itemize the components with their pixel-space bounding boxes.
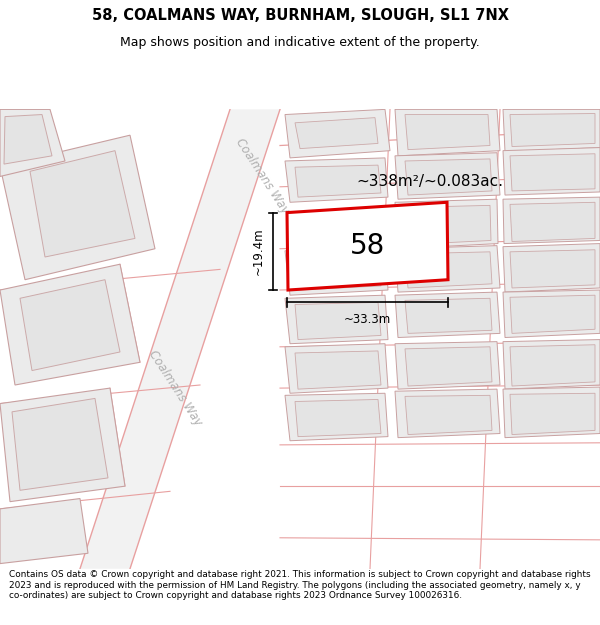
Polygon shape <box>285 158 388 202</box>
Polygon shape <box>503 290 600 338</box>
Polygon shape <box>395 109 500 156</box>
Polygon shape <box>503 339 600 389</box>
Text: 58, COALMANS WAY, BURNHAM, SLOUGH, SL1 7NX: 58, COALMANS WAY, BURNHAM, SLOUGH, SL1 7… <box>91 8 509 23</box>
Polygon shape <box>510 393 595 434</box>
Polygon shape <box>405 206 491 244</box>
Polygon shape <box>503 197 600 244</box>
Polygon shape <box>295 399 381 437</box>
Polygon shape <box>405 347 492 386</box>
Polygon shape <box>395 342 500 389</box>
Polygon shape <box>285 393 388 441</box>
Polygon shape <box>12 398 108 490</box>
Polygon shape <box>405 114 490 149</box>
Polygon shape <box>395 246 500 292</box>
Text: Contains OS data © Crown copyright and database right 2021. This information is : Contains OS data © Crown copyright and d… <box>9 571 590 600</box>
Polygon shape <box>295 351 381 389</box>
Polygon shape <box>503 387 600 438</box>
Polygon shape <box>510 114 595 146</box>
Polygon shape <box>0 109 65 176</box>
Text: ~338m²/~0.083ac.: ~338m²/~0.083ac. <box>356 174 503 189</box>
Polygon shape <box>285 344 388 393</box>
Polygon shape <box>395 199 498 249</box>
Polygon shape <box>503 244 600 292</box>
Polygon shape <box>295 302 381 339</box>
Text: Map shows position and indicative extent of the property.: Map shows position and indicative extent… <box>120 36 480 49</box>
Polygon shape <box>295 118 378 149</box>
Polygon shape <box>285 247 388 295</box>
Polygon shape <box>4 114 52 164</box>
Text: Coalmans Way: Coalmans Way <box>146 348 204 428</box>
Text: 58: 58 <box>350 232 385 260</box>
Polygon shape <box>405 298 492 333</box>
Polygon shape <box>0 135 155 280</box>
Polygon shape <box>0 264 140 385</box>
Polygon shape <box>295 165 381 197</box>
Polygon shape <box>0 388 125 502</box>
Polygon shape <box>30 151 135 257</box>
Polygon shape <box>405 252 492 288</box>
Polygon shape <box>510 250 595 288</box>
Polygon shape <box>503 109 600 152</box>
Polygon shape <box>285 109 390 158</box>
Polygon shape <box>510 345 595 386</box>
Polygon shape <box>395 389 500 438</box>
Polygon shape <box>503 148 600 195</box>
Polygon shape <box>405 396 492 434</box>
Polygon shape <box>0 499 88 564</box>
Polygon shape <box>395 152 500 199</box>
Polygon shape <box>80 109 280 569</box>
Polygon shape <box>510 154 595 191</box>
Text: Coalmans Way: Coalmans Way <box>233 136 291 217</box>
Text: ~19.4m: ~19.4m <box>252 228 265 275</box>
Polygon shape <box>287 202 448 290</box>
Text: ~33.3m: ~33.3m <box>344 312 391 326</box>
Polygon shape <box>20 280 120 371</box>
Polygon shape <box>285 295 388 344</box>
Polygon shape <box>405 159 492 195</box>
Polygon shape <box>295 254 381 290</box>
Polygon shape <box>510 295 595 333</box>
Polygon shape <box>510 202 595 241</box>
Polygon shape <box>395 292 500 338</box>
